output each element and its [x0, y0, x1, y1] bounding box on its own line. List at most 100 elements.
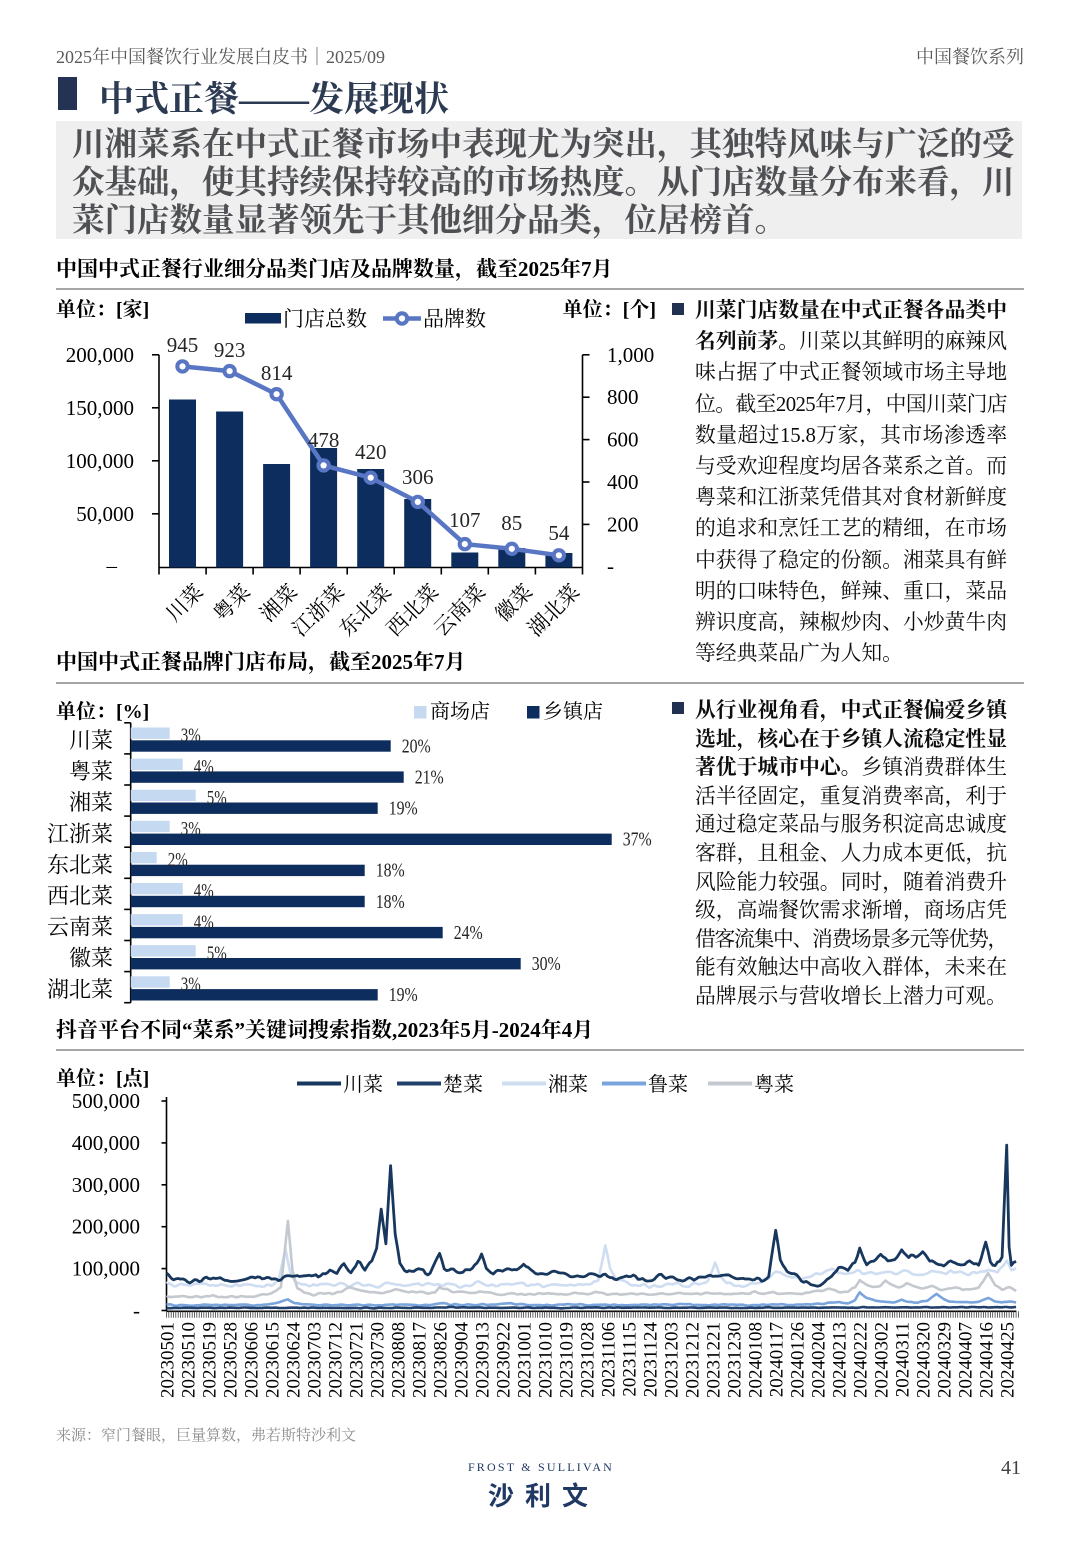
svg-text:800: 800 [607, 385, 639, 409]
svg-text:100,000: 100,000 [72, 1257, 140, 1281]
svg-text:20230721: 20230721 [347, 1322, 368, 1398]
svg-text:徽菜: 徽菜 [69, 946, 113, 971]
svg-text:-: - [607, 554, 614, 578]
svg-text:400: 400 [607, 470, 639, 494]
svg-text:37%: 37% [623, 829, 652, 851]
svg-text:20231203: 20231203 [662, 1322, 683, 1398]
svg-text:湖北菜: 湖北菜 [523, 580, 585, 642]
svg-text:20231221: 20231221 [704, 1322, 725, 1398]
svg-text:3%: 3% [181, 818, 201, 840]
svg-text:4%: 4% [194, 880, 214, 902]
svg-text:3%: 3% [181, 974, 201, 996]
svg-text:2%: 2% [168, 849, 188, 871]
svg-text:18%: 18% [376, 860, 405, 882]
svg-text:江浙菜: 江浙菜 [288, 580, 350, 642]
svg-text:20230528: 20230528 [221, 1322, 242, 1398]
svg-text:300,000: 300,000 [72, 1173, 140, 1197]
svg-text:20240213: 20240213 [830, 1322, 851, 1398]
svg-text:粤菜: 粤菜 [754, 1073, 794, 1096]
svg-text:24%: 24% [454, 922, 483, 944]
svg-text:乡镇店: 乡镇店 [543, 700, 603, 723]
svg-text:20230808: 20230808 [389, 1322, 410, 1398]
svg-text:4%: 4% [194, 756, 214, 778]
svg-text:西北菜: 西北菜 [382, 580, 444, 642]
svg-text:20240329: 20240329 [935, 1322, 956, 1398]
svg-text:20230703: 20230703 [305, 1322, 326, 1398]
svg-text:商场店: 商场店 [430, 700, 490, 723]
svg-text:江浙菜: 江浙菜 [47, 821, 113, 846]
svg-text:5%: 5% [207, 942, 227, 964]
svg-text:20231124: 20231124 [641, 1322, 662, 1398]
svg-text:20240425: 20240425 [998, 1322, 1019, 1398]
svg-text:20240126: 20240126 [788, 1322, 809, 1398]
svg-text:20240407: 20240407 [956, 1322, 977, 1398]
svg-text:85: 85 [501, 511, 522, 535]
svg-text:20230519: 20230519 [200, 1322, 221, 1398]
svg-text:200,000: 200,000 [72, 1215, 140, 1239]
svg-text:19%: 19% [389, 798, 418, 820]
svg-text:100,000: 100,000 [66, 449, 134, 473]
svg-text:200,000: 200,000 [66, 343, 134, 367]
svg-text:20240320: 20240320 [914, 1322, 935, 1398]
svg-text:20230510: 20230510 [179, 1322, 200, 1398]
svg-text:478: 478 [308, 428, 340, 452]
svg-text:19%: 19% [389, 984, 418, 1006]
svg-text:20230922: 20230922 [494, 1322, 515, 1398]
svg-text:鲁菜: 鲁菜 [648, 1073, 688, 1096]
svg-text:20240204: 20240204 [809, 1322, 830, 1399]
svg-text:20230712: 20230712 [326, 1322, 347, 1398]
svg-text:–: – [106, 554, 118, 578]
svg-text:20230913: 20230913 [473, 1322, 494, 1398]
svg-text:20231230: 20231230 [725, 1322, 746, 1398]
svg-text:东北菜: 东北菜 [335, 580, 397, 642]
svg-text:500,000: 500,000 [72, 1089, 140, 1113]
svg-text:20240311: 20240311 [893, 1322, 914, 1397]
svg-text:420: 420 [355, 440, 387, 464]
svg-text:20240222: 20240222 [851, 1322, 872, 1398]
svg-text:20231010: 20231010 [536, 1322, 557, 1398]
svg-text:湘菜: 湘菜 [69, 790, 113, 815]
svg-text:品牌数: 品牌数 [423, 307, 486, 331]
svg-text:20230730: 20230730 [368, 1322, 389, 1398]
svg-text:18%: 18% [376, 891, 405, 913]
svg-text:20231019: 20231019 [557, 1322, 578, 1398]
svg-text:川菜: 川菜 [343, 1073, 383, 1096]
svg-text:20240416: 20240416 [977, 1322, 998, 1398]
svg-text:川菜: 川菜 [161, 580, 208, 627]
svg-text:云南菜: 云南菜 [47, 915, 113, 940]
svg-text:20230501: 20230501 [158, 1322, 179, 1398]
svg-text:600: 600 [607, 428, 639, 452]
svg-text:门店总数: 门店总数 [283, 307, 367, 331]
svg-text:814: 814 [261, 361, 293, 385]
svg-text:湘菜: 湘菜 [548, 1073, 588, 1096]
svg-text:20230606: 20230606 [242, 1322, 263, 1398]
svg-text:20230826: 20230826 [431, 1322, 452, 1398]
svg-text:20231028: 20231028 [578, 1322, 599, 1398]
svg-text:945: 945 [167, 333, 199, 357]
svg-text:923: 923 [214, 338, 246, 362]
svg-text:30%: 30% [532, 953, 561, 975]
svg-text:20230817: 20230817 [410, 1322, 431, 1398]
svg-text:20231212: 20231212 [683, 1322, 704, 1398]
svg-text:20231106: 20231106 [599, 1322, 620, 1397]
svg-text:20240302: 20240302 [872, 1322, 893, 1398]
svg-text:5%: 5% [207, 787, 227, 809]
svg-text:107: 107 [449, 508, 481, 532]
svg-text:50,000: 50,000 [76, 502, 134, 526]
svg-text:150,000: 150,000 [66, 396, 134, 420]
svg-text:粤菜: 粤菜 [208, 580, 255, 627]
svg-text:3%: 3% [181, 725, 201, 747]
svg-text:粤菜: 粤菜 [69, 759, 113, 784]
svg-text:4%: 4% [194, 911, 214, 933]
svg-text:湖北菜: 湖北菜 [47, 977, 113, 1002]
svg-text:306: 306 [402, 465, 434, 489]
svg-text:20230624: 20230624 [284, 1322, 305, 1399]
svg-text:21%: 21% [415, 766, 444, 788]
svg-text:20230615: 20230615 [263, 1322, 284, 1398]
svg-text:20231115: 20231115 [620, 1322, 641, 1397]
svg-text:西北菜: 西北菜 [47, 884, 113, 909]
svg-text:楚菜: 楚菜 [443, 1073, 483, 1096]
svg-text:54: 54 [548, 521, 570, 545]
svg-text:20240108: 20240108 [746, 1322, 767, 1398]
svg-text:20231001: 20231001 [515, 1322, 536, 1398]
